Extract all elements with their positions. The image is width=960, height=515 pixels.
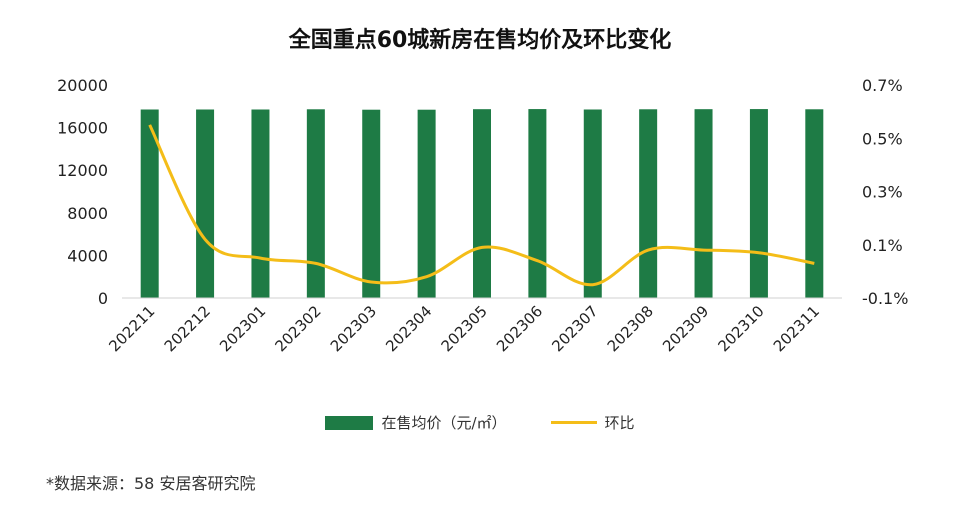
line-series <box>148 124 815 287</box>
bar-202211 <box>140 109 159 299</box>
bar-202307 <box>583 109 602 299</box>
left-tick-label: 20000 <box>57 76 108 95</box>
left-axis: 0 4000 8000 12000 16000 20000 <box>57 76 108 308</box>
x-tick-label: 202211 <box>105 302 158 355</box>
bar-202308 <box>639 109 658 298</box>
right-tick-label: 0.3% <box>862 183 903 202</box>
bar-202310 <box>749 109 768 298</box>
left-tick-label: 0 <box>98 289 108 308</box>
legend-label-line: 环比 <box>604 414 635 432</box>
legend-label-bar: 在售均价（元/㎡） <box>381 414 507 432</box>
legend: 在售均价（元/㎡） 环比 <box>0 412 960 433</box>
x-tick-label: 202212 <box>161 302 214 355</box>
bar-202311 <box>805 109 824 298</box>
bar-202304 <box>417 109 436 298</box>
x-tick-label: 202304 <box>382 302 435 355</box>
bar-202212 <box>196 109 215 299</box>
left-tick-label: 4000 <box>67 246 108 265</box>
left-tick-label: 8000 <box>67 204 108 223</box>
legend-item-bar: 在售均价（元/㎡） <box>325 412 507 433</box>
right-tick-label: 0.1% <box>862 236 903 255</box>
legend-item-line: 环比 <box>550 412 635 433</box>
x-axis: 202211 202212 202301 202302 202303 202304 2023… <box>105 302 823 355</box>
bar-202302 <box>306 109 325 298</box>
x-tick-label: 202302 <box>271 302 324 355</box>
bar-202303 <box>362 109 381 298</box>
x-tick-label: 202311 <box>770 302 823 355</box>
x-tick-label: 202303 <box>327 302 380 355</box>
left-tick-label: 16000 <box>57 119 108 138</box>
legend-swatch-bar <box>325 415 374 430</box>
left-tick-label: 12000 <box>57 161 108 180</box>
x-tick-label: 202306 <box>493 302 546 355</box>
right-tick-label: 0.7% <box>862 76 903 95</box>
bar-202306 <box>528 109 547 298</box>
x-tick-label: 202309 <box>659 302 712 355</box>
right-tick-label: -0.1% <box>862 289 908 308</box>
bar-series <box>140 109 824 299</box>
bar-202301 <box>251 109 270 299</box>
bar-202309 <box>694 109 713 298</box>
right-axis: -0.1% 0.1% 0.3% 0.5% 0.7% <box>862 76 908 308</box>
x-tick-label: 202310 <box>715 302 768 355</box>
x-tick-label: 202308 <box>604 302 657 355</box>
legend-swatch-line <box>550 421 597 424</box>
x-tick-label: 202307 <box>548 302 601 355</box>
bar-202305 <box>473 109 491 298</box>
source-note: *数据来源：58 安居客研究院 <box>46 474 256 493</box>
chart-title: 全国重点60城新房在售均价及环比变化 <box>288 28 672 53</box>
x-tick-label: 202305 <box>438 302 491 355</box>
right-tick-label: 0.5% <box>862 129 903 148</box>
x-tick-label: 202301 <box>216 302 269 355</box>
